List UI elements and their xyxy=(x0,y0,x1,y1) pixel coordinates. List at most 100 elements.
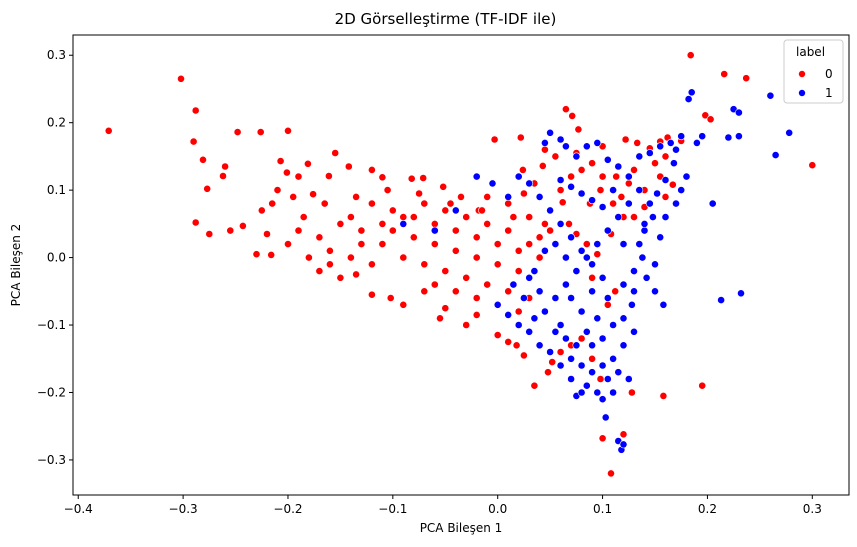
point-label-0-105 xyxy=(315,267,324,275)
point-label-0-97 xyxy=(612,172,621,181)
point-label-0-146 xyxy=(325,260,334,269)
point-label-1-89 xyxy=(541,307,549,316)
point-label-0-22 xyxy=(309,190,317,199)
point-label-1-126 xyxy=(577,361,586,370)
point-label-0-21 xyxy=(303,159,312,168)
point-label-0-39 xyxy=(574,125,583,134)
point-label-0-29 xyxy=(419,174,428,182)
point-label-0-78 xyxy=(596,375,605,383)
point-label-0-14 xyxy=(252,250,261,259)
point-label-0-47 xyxy=(686,51,695,60)
point-label-1-120 xyxy=(609,186,617,194)
point-label-0-148 xyxy=(367,260,376,269)
point-label-1-76 xyxy=(593,138,602,147)
point-label-1-83 xyxy=(603,226,612,235)
x-tick-label: −0.3 xyxy=(169,502,198,516)
point-label-0-8 xyxy=(219,172,227,180)
point-label-0-133 xyxy=(535,233,544,242)
point-label-0-92 xyxy=(593,250,602,259)
point-label-1-25 xyxy=(651,287,659,296)
point-label-1-7 xyxy=(687,88,696,97)
point-label-1-74 xyxy=(572,152,581,161)
point-label-0-51 xyxy=(742,74,751,83)
point-label-1-91 xyxy=(520,294,528,302)
point-label-1-104 xyxy=(640,219,649,228)
point-label-0-130 xyxy=(472,253,481,262)
point-label-0-154 xyxy=(441,206,450,215)
point-label-1-123 xyxy=(556,321,565,329)
point-label-0-50 xyxy=(720,70,729,78)
point-label-0-134 xyxy=(525,213,534,221)
point-label-0-162 xyxy=(472,294,481,302)
point-label-1-62 xyxy=(525,179,534,188)
point-label-1-8 xyxy=(684,95,693,103)
point-label-1-32 xyxy=(614,368,623,377)
point-label-0-83 xyxy=(659,391,668,400)
point-label-0-6 xyxy=(191,218,200,227)
point-label-1-47 xyxy=(525,327,534,336)
point-label-1-10 xyxy=(717,296,725,304)
point-label-1-28 xyxy=(619,314,628,323)
point-label-0-4 xyxy=(199,155,207,164)
point-label-1-130 xyxy=(593,388,602,397)
point-label-1-95 xyxy=(551,240,560,248)
point-label-0-67 xyxy=(493,331,502,339)
point-label-0-140 xyxy=(577,165,586,174)
point-label-0-113 xyxy=(451,226,460,235)
point-label-1-44 xyxy=(556,361,565,370)
point-label-1-110 xyxy=(666,138,675,147)
point-label-1-20 xyxy=(640,226,649,235)
point-label-0-0 xyxy=(104,126,113,135)
point-label-0-66 xyxy=(472,310,481,319)
point-label-1-97 xyxy=(567,294,575,302)
point-label-0-180 xyxy=(541,145,549,154)
point-label-0-151 xyxy=(378,219,387,228)
point-label-0-95 xyxy=(624,179,633,188)
point-label-0-106 xyxy=(336,273,345,282)
x-tick-label: −0.1 xyxy=(378,502,407,516)
point-label-1-5 xyxy=(724,133,733,142)
point-label-0-98 xyxy=(596,186,605,194)
legend-marker-1 xyxy=(798,89,806,97)
point-label-0-30 xyxy=(439,182,448,191)
point-label-1-129 xyxy=(603,375,612,383)
point-label-1-65 xyxy=(488,179,497,188)
point-label-0-109 xyxy=(367,199,376,208)
point-label-0-131 xyxy=(493,260,502,269)
point-label-0-73 xyxy=(548,358,557,366)
point-label-1-118 xyxy=(588,196,596,205)
point-label-1-132 xyxy=(551,327,560,336)
point-label-0-84 xyxy=(698,381,707,390)
data-points xyxy=(104,51,817,478)
point-label-1-51 xyxy=(572,341,581,350)
point-label-0-11 xyxy=(233,128,242,136)
legend-label-0: 0 xyxy=(825,67,833,81)
point-label-0-13 xyxy=(256,128,265,136)
point-label-0-121 xyxy=(441,267,450,275)
point-label-0-160 xyxy=(430,280,439,289)
point-label-0-35 xyxy=(519,165,527,174)
point-label-1-39 xyxy=(619,440,628,449)
point-label-1-56 xyxy=(588,260,596,269)
point-label-1-15 xyxy=(670,159,678,168)
point-label-1-2 xyxy=(785,128,794,137)
point-label-0-69 xyxy=(512,341,521,350)
point-label-0-166 xyxy=(289,192,298,201)
point-label-1-52 xyxy=(582,327,591,336)
point-label-1-134 xyxy=(525,273,534,282)
point-label-0-15 xyxy=(263,230,271,238)
point-label-1-80 xyxy=(635,186,644,194)
point-label-0-102 xyxy=(299,213,308,221)
point-label-1-41 xyxy=(582,381,591,390)
point-label-1-9 xyxy=(708,199,717,208)
point-label-0-127 xyxy=(409,233,418,242)
point-label-1-75 xyxy=(582,142,591,151)
point-label-0-178 xyxy=(651,159,659,168)
point-label-1-13 xyxy=(693,138,701,147)
point-label-1-22 xyxy=(638,253,647,262)
point-label-0-31 xyxy=(457,192,465,201)
point-label-1-57 xyxy=(577,246,586,255)
point-label-1-96 xyxy=(562,253,570,262)
point-label-0-88 xyxy=(558,198,567,207)
point-label-1-86 xyxy=(572,267,581,275)
